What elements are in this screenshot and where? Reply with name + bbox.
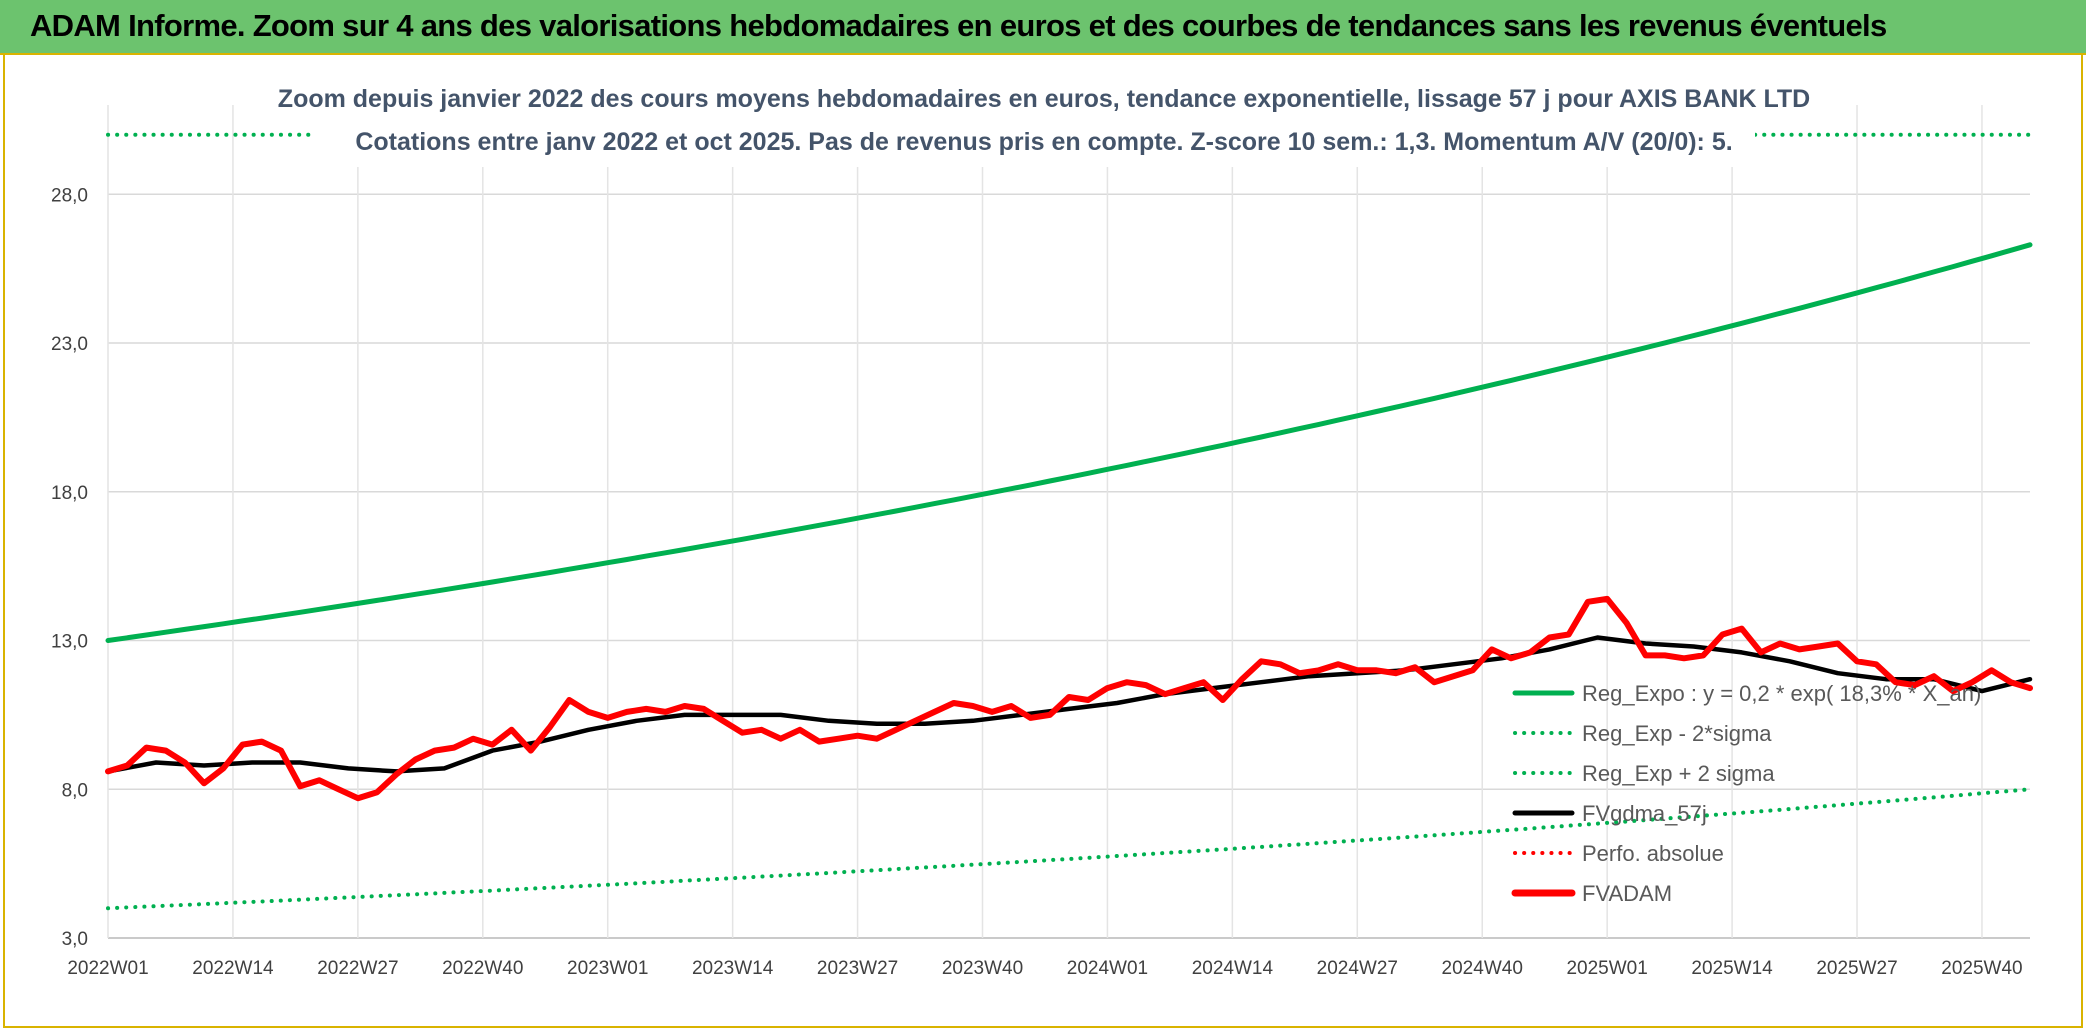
- x-axis: 2022W01 2022W14 2022W27 2022W40 2023W01 2023W…: [67, 958, 2022, 979]
- series-fvadam-line: [105, 595, 2033, 802]
- x-tick-label: 2023W27: [817, 958, 898, 979]
- chart-title: Zoom depuis janvier 2022 des cours moyen…: [278, 85, 1810, 113]
- legend: Reg_Expo : y = 0,2 * exp( 18,3% * X_an) R…: [1511, 681, 1981, 906]
- y-tick-label: 13,0: [51, 632, 88, 653]
- chart-frame: [3, 55, 2083, 1028]
- series-fvadam-legend-label: FVADAM: [1582, 881, 1672, 906]
- series-reg-exp-2-sigma-line: [106, 787, 2032, 911]
- x-tick-label: 2023W01: [567, 958, 648, 979]
- x-tick-label: 2025W14: [1691, 958, 1773, 979]
- x-tick-label: 2022W01: [67, 958, 148, 979]
- x-tick-label: 2024W27: [1317, 958, 1398, 979]
- series-reg-exp-2-sigma-legend-label: Reg_Exp - 2*sigma: [1582, 721, 1772, 746]
- x-tick-label: 2022W40: [442, 958, 523, 979]
- x-tick-label: 2023W14: [692, 958, 774, 979]
- x-tick-label: 2024W14: [1192, 958, 1274, 979]
- y-tick-label: 3,0: [62, 929, 88, 950]
- y-tick-label: 28,0: [51, 185, 88, 206]
- x-tick-label: 2025W40: [1941, 958, 2022, 979]
- series-reg-expo-y-0-2-exp-18-3-x-an-legend-label: Reg_Expo : y = 0,2 * exp( 18,3% * X_an): [1582, 681, 1981, 706]
- title-box: [315, 72, 1755, 167]
- series-layer: [105, 132, 2033, 911]
- grid: [107, 105, 2030, 939]
- x-tick-label: 2024W40: [1442, 958, 1523, 979]
- y-axis: 3,0 8,0 13,0 18,0 23,0 28,0: [51, 185, 88, 950]
- page-title: ADAM Informe. Zoom sur 4 ans des valoris…: [30, 8, 1887, 43]
- y-tick-label: 8,0: [62, 780, 88, 801]
- x-tick-label: 2022W14: [192, 958, 274, 979]
- chart-subtitle: Cotations entre janv 2022 et oct 2025. P…: [355, 128, 1732, 156]
- x-tick-label: 2023W40: [942, 958, 1023, 979]
- x-tick-label: 2025W27: [1816, 958, 1897, 979]
- x-tick-label: 2024W01: [1067, 958, 1148, 979]
- y-tick-label: 18,0: [51, 483, 88, 504]
- series-perfo-absolue-legend-label: Perfo. absolue: [1582, 841, 1724, 866]
- series-reg-expo-y-0-2-exp-18-3-x-an-line: [105, 242, 2033, 643]
- title-banner: ADAM Informe. Zoom sur 4 ans des valoris…: [0, 0, 2086, 55]
- y-tick-label: 23,0: [51, 334, 88, 355]
- x-tick-label: 2025W01: [1566, 958, 1647, 979]
- x-tick-label: 2022W27: [317, 958, 398, 979]
- series-reg-exp-2-sigma-legend-label: Reg_Exp + 2 sigma: [1582, 761, 1775, 786]
- series-fvgdma-57j-legend-label: FVgdma_57j: [1582, 801, 1707, 826]
